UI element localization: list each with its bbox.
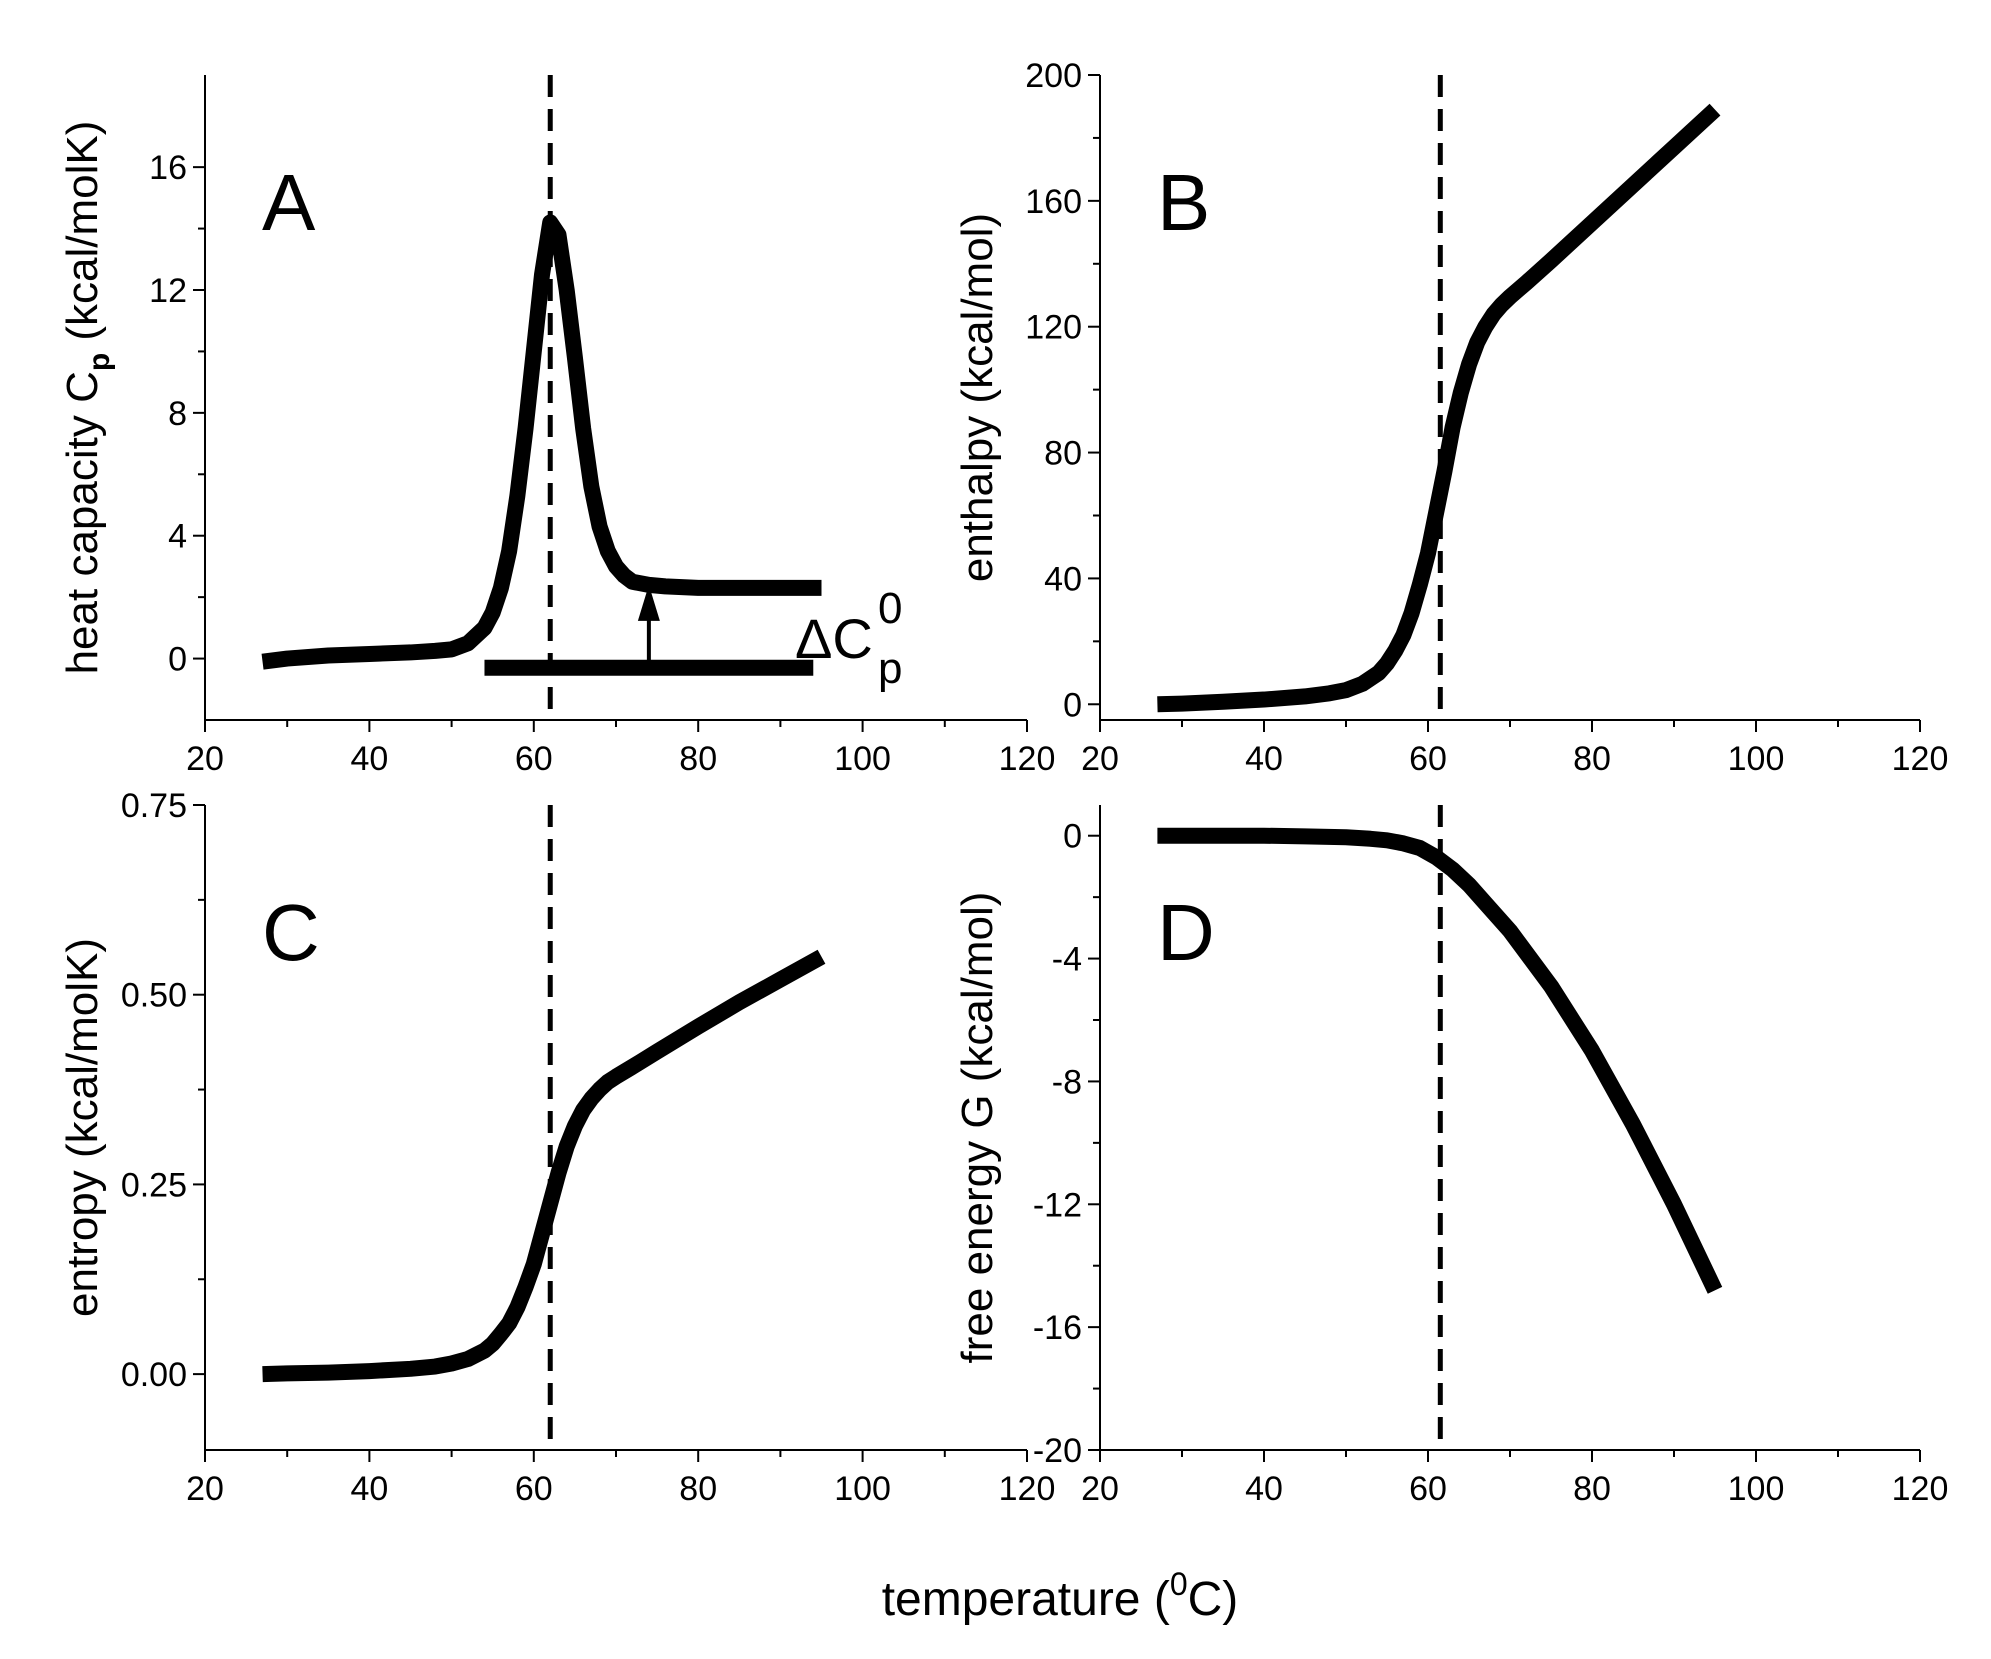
x-tick-label: 120: [999, 740, 1056, 778]
y-tick-label: -16: [1033, 1309, 1082, 1347]
y-tick-label: -12: [1033, 1186, 1082, 1224]
y-tick-label: 4: [168, 518, 187, 556]
panel-letter: B: [1157, 158, 1210, 247]
x-tick-label: 40: [1245, 740, 1283, 778]
delta-cp-arrow-head: [637, 584, 660, 621]
y-tick-label: 0.50: [121, 977, 187, 1015]
x-tick-label: 120: [1892, 740, 1949, 778]
x-tick-label: 100: [834, 740, 891, 778]
x-tick-label: 100: [1728, 740, 1785, 778]
data-series-G: [1157, 827, 1723, 1294]
data-series-S: [262, 949, 826, 1383]
x-tick-label: 40: [350, 1470, 388, 1508]
x-tick-label: 60: [1409, 1470, 1447, 1508]
y-tick-label: 40: [1044, 560, 1082, 598]
y-tick-label: 0.25: [121, 1166, 187, 1204]
y-tick-label: 0.75: [121, 787, 187, 825]
x-tick-label: 80: [679, 1470, 717, 1508]
x-tick-label: 80: [1573, 740, 1611, 778]
y-tick-label: 12: [149, 272, 187, 310]
y-tick-label: 0: [1063, 818, 1082, 856]
x-tick-label: 80: [679, 740, 717, 778]
y-tick-label: 8: [168, 395, 187, 433]
y-axis-title: free energy G (kcal/mol): [953, 892, 1002, 1364]
y-tick-label: 200: [1025, 57, 1082, 95]
y-axis-title: heat capacity Cp (kcal/molK): [58, 121, 116, 675]
panel-letter: D: [1157, 888, 1215, 977]
y-tick-label: 120: [1025, 309, 1082, 347]
x-tick-label: 20: [1081, 1470, 1119, 1508]
y-tick-label: 160: [1025, 183, 1082, 221]
x-tick-label: 60: [1409, 740, 1447, 778]
y-tick-label: -20: [1033, 1432, 1082, 1470]
y-tick-label: -8: [1052, 1063, 1082, 1101]
x-tick-label: 60: [515, 740, 553, 778]
y-tick-label: 0: [168, 641, 187, 679]
panel-letter: A: [262, 158, 316, 247]
y-tick-label: 16: [149, 149, 187, 187]
y-tick-label: 0: [1063, 686, 1082, 724]
x-tick-label: 120: [999, 1470, 1056, 1508]
data-series-H: [1157, 103, 1721, 713]
x-tick-label: 40: [350, 740, 388, 778]
x-tick-label: 60: [515, 1470, 553, 1508]
x-tick-label: 20: [186, 1470, 224, 1508]
y-tick-label: 80: [1044, 435, 1082, 473]
x-tick-label: 120: [1892, 1470, 1949, 1508]
global-x-axis-title: temperature (0C): [882, 1566, 1239, 1626]
x-tick-label: 20: [1081, 740, 1119, 778]
data-series-Cp: [261, 214, 822, 670]
delta-cp-subscript: p: [878, 644, 902, 693]
x-tick-label: 100: [834, 1470, 891, 1508]
y-axis-title: entropy (kcal/molK): [58, 938, 107, 1317]
y-tick-label: 0.00: [121, 1356, 187, 1394]
delta-cp-annotation: ΔC: [795, 607, 873, 670]
x-tick-label: 80: [1573, 1470, 1611, 1508]
delta-cp-superscript: 0: [878, 584, 902, 633]
y-axis-title: enthalpy (kcal/mol): [953, 213, 1002, 582]
x-tick-label: 20: [186, 740, 224, 778]
panel-letter: C: [262, 888, 320, 977]
x-tick-label: 100: [1728, 1470, 1785, 1508]
y-tick-label: -4: [1052, 941, 1082, 979]
x-tick-label: 40: [1245, 1470, 1283, 1508]
